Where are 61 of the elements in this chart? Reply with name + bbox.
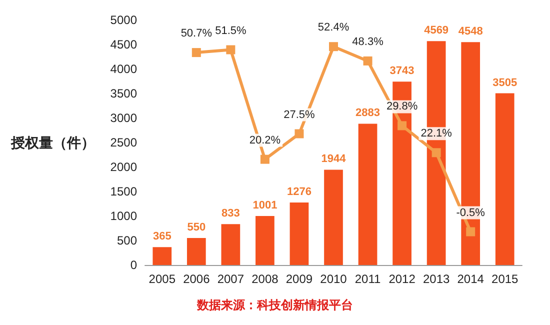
point [398, 121, 407, 130]
y-tick-label: 0 [130, 258, 138, 272]
data-label: 50.7% [180, 28, 212, 40]
data-label: 833 [222, 208, 240, 220]
data-label: -0.5% [456, 206, 486, 219]
bar [290, 202, 309, 265]
data-label: 3743 [390, 65, 414, 78]
y-tick-label: 1000 [110, 209, 138, 223]
y-axis-title: 授权量（件） [10, 134, 95, 150]
point [432, 148, 441, 158]
bar [495, 93, 514, 265]
data-label: 1944 [321, 153, 347, 166]
x-tick-label: 2010 [320, 272, 348, 286]
y-tick-label: 4000 [110, 62, 138, 76]
bar [324, 170, 343, 265]
x-tick-label: 2013 [422, 272, 450, 286]
data-label: 29.8% [386, 100, 418, 113]
point [226, 45, 236, 54]
data-label: 4548 [458, 26, 483, 38]
point [294, 129, 304, 138]
bar [256, 216, 274, 265]
y-tick-label: 3000 [110, 111, 138, 125]
data-label: 3505 [492, 76, 518, 89]
x-tick-label: 2009 [286, 272, 313, 286]
x-tick-label: 2015 [492, 272, 519, 286]
x-tick-label: 2014 [457, 272, 484, 286]
y-tick-label: 1500 [110, 184, 138, 198]
x-tick-label: 2007 [217, 272, 244, 286]
data-label: 48.3% [352, 36, 384, 48]
x-tick-label: 2005 [148, 272, 176, 286]
bar [186, 238, 206, 265]
bar [358, 124, 378, 265]
data-label: 52.4% [318, 22, 350, 34]
data-label: 365 [152, 230, 172, 243]
y-tick-label: 500 [116, 234, 138, 248]
point [363, 56, 372, 66]
data-label: 27.5% [284, 108, 316, 121]
data-label: 51.5% [215, 24, 246, 37]
x-tick-label: 2008 [252, 272, 279, 286]
data-label: 22.1% [420, 128, 452, 140]
source-note: 数据来源：科技创新情报平台 [196, 298, 353, 312]
bar [152, 247, 172, 265]
x-tick-label: 2011 [354, 272, 381, 286]
data-label: 20.2% [249, 134, 281, 146]
data-label: 550 [187, 222, 206, 234]
y-tick-label: 2500 [110, 136, 138, 150]
y-tick-label: 3500 [110, 86, 138, 100]
x-tick-label: 2012 [388, 272, 416, 286]
x-tick-label: 2006 [183, 272, 210, 286]
y-tick-label: 4500 [110, 38, 138, 52]
data-label: 4569 [424, 24, 449, 37]
y-tick-label: 5000 [110, 13, 138, 27]
point [260, 154, 270, 164]
bar [221, 224, 240, 265]
y-tick-label: 2000 [110, 160, 138, 174]
point [192, 48, 201, 58]
point [329, 42, 338, 52]
point [466, 227, 476, 236]
data-label: 2883 [356, 107, 380, 120]
data-label: 1276 [286, 186, 312, 198]
data-label: 1001 [252, 199, 278, 212]
